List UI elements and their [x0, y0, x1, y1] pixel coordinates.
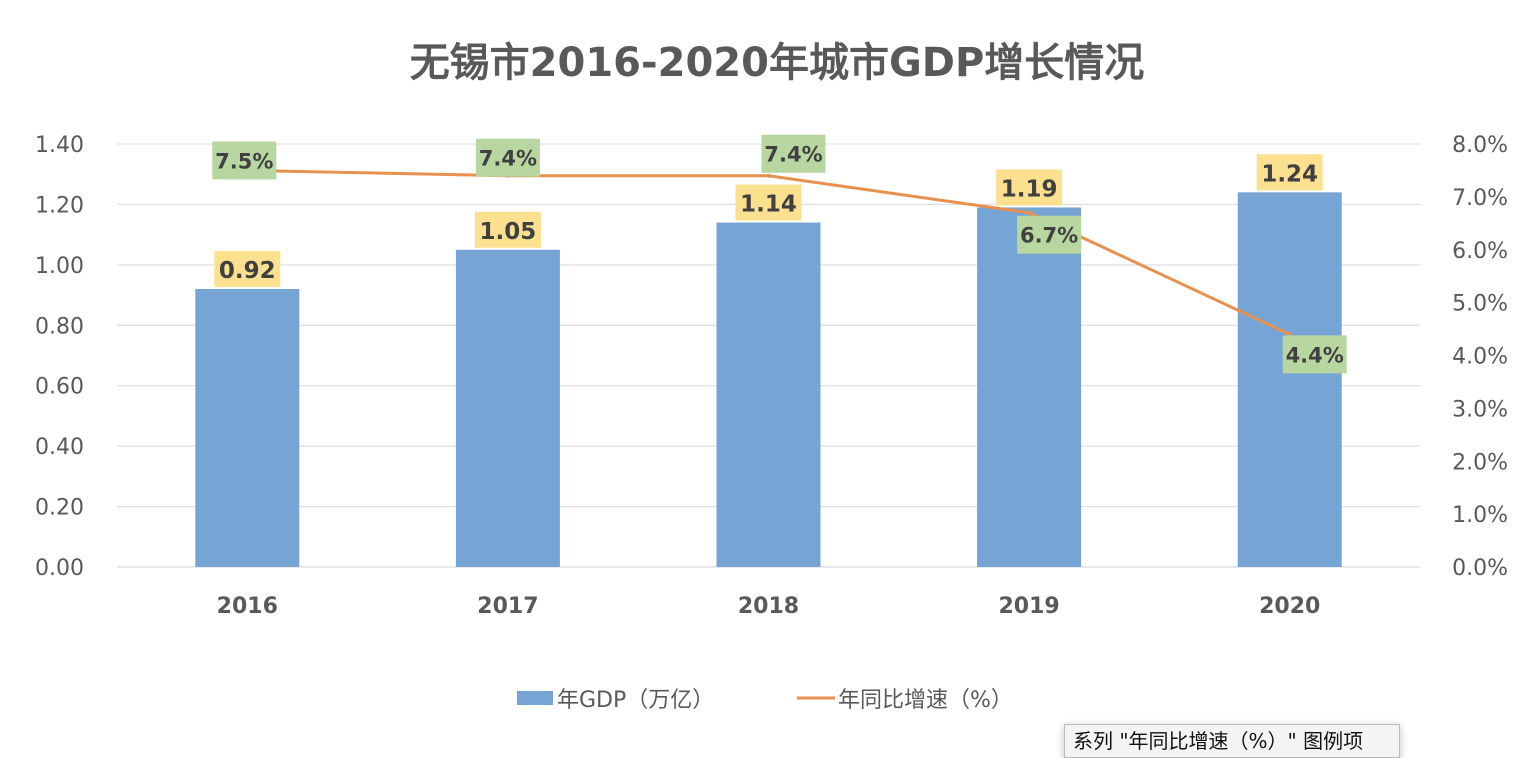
bar-2018[interactable]: [716, 222, 821, 568]
right-axis-tick-label: 3.0%: [1452, 397, 1508, 422]
line-data-label: 7.5%: [215, 149, 273, 173]
line-label-bg: [1282, 335, 1347, 374]
x-axis-tick-label: 2018: [738, 594, 799, 619]
bar-data-label: 1.19: [1001, 176, 1058, 202]
x-axis-tick-label: 2016: [217, 594, 278, 619]
bar-label-bg: [1256, 154, 1323, 191]
line-label-bg: [761, 134, 826, 173]
legend-bar-label[interactable]: 年GDP（万亿）: [557, 688, 714, 713]
x-axis-tick-label: 2019: [998, 594, 1059, 619]
bar-label-bg: [735, 184, 802, 221]
left-axis-tick-label: 0.80: [35, 314, 84, 339]
left-axis-tick-label: 1.40: [35, 133, 84, 158]
legend-line-label[interactable]: 年同比增速（%）: [838, 688, 1013, 713]
left-axis-tick-label: 0.60: [35, 375, 84, 400]
line-label-bg: [1017, 215, 1082, 254]
bar-2019[interactable]: [977, 207, 1082, 567]
bar-label-bg: [474, 211, 541, 248]
right-axis-tick-label: 0.0%: [1452, 556, 1508, 581]
right-axis-tick-label: 4.0%: [1452, 345, 1508, 370]
chart-title: 无锡市2016-2020年城市GDP增长情况: [410, 40, 1145, 86]
right-axis-tick-label: 5.0%: [1452, 292, 1508, 317]
bar-2020[interactable]: [1237, 192, 1342, 568]
right-axis-tick-label: 8.0%: [1452, 133, 1508, 158]
line-data-label: 7.4%: [479, 147, 537, 171]
line-data-label: 4.4%: [1286, 343, 1344, 367]
right-axis-tick-label: 7.0%: [1452, 186, 1508, 211]
left-axis-tick-label: 0.00: [35, 556, 84, 581]
bar-data-label: 0.92: [219, 258, 276, 284]
legend-bar-swatch: [517, 691, 553, 705]
x-axis-tick-label: 2020: [1259, 594, 1320, 619]
line-data-label: 7.4%: [764, 143, 822, 167]
line-label-bg: [212, 141, 277, 180]
bar-data-label: 1.24: [1261, 161, 1318, 187]
legend[interactable]: 年GDP（万亿） 年同比增速（%）: [517, 688, 1013, 713]
bar-data-label: 1.14: [740, 192, 797, 218]
bar-label-bg: [214, 251, 281, 288]
legend-tooltip: 系列 "年同比增速（%）" 图例项: [1064, 724, 1400, 758]
left-axis-tick-label: 0.20: [35, 496, 84, 521]
x-axis-tick-label: 2017: [477, 594, 538, 619]
left-axis-tick-label: 1.20: [35, 193, 84, 218]
line-data-label: 6.7%: [1020, 224, 1078, 248]
right-axis-tick-label: 1.0%: [1452, 503, 1508, 528]
left-axis-tick-label: 0.40: [35, 435, 84, 460]
line-point[interactable]: [766, 173, 771, 178]
bar-2017[interactable]: [455, 249, 560, 567]
left-axis-tick-label: 1.00: [35, 254, 84, 279]
line-label-bg: [475, 138, 540, 177]
bar-data-label: 1.05: [480, 219, 537, 245]
bar-label-bg: [996, 169, 1063, 206]
right-axis-tick-label: 6.0%: [1452, 239, 1508, 264]
right-axis-tick-label: 2.0%: [1452, 450, 1508, 475]
line-point[interactable]: [1027, 210, 1032, 215]
bar-2016[interactable]: [195, 289, 300, 567]
